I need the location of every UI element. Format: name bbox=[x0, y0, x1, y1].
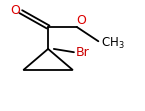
Text: O: O bbox=[76, 14, 86, 27]
Text: O: O bbox=[10, 4, 20, 17]
Text: Br: Br bbox=[75, 46, 89, 59]
Text: CH$_3$: CH$_3$ bbox=[101, 36, 125, 51]
